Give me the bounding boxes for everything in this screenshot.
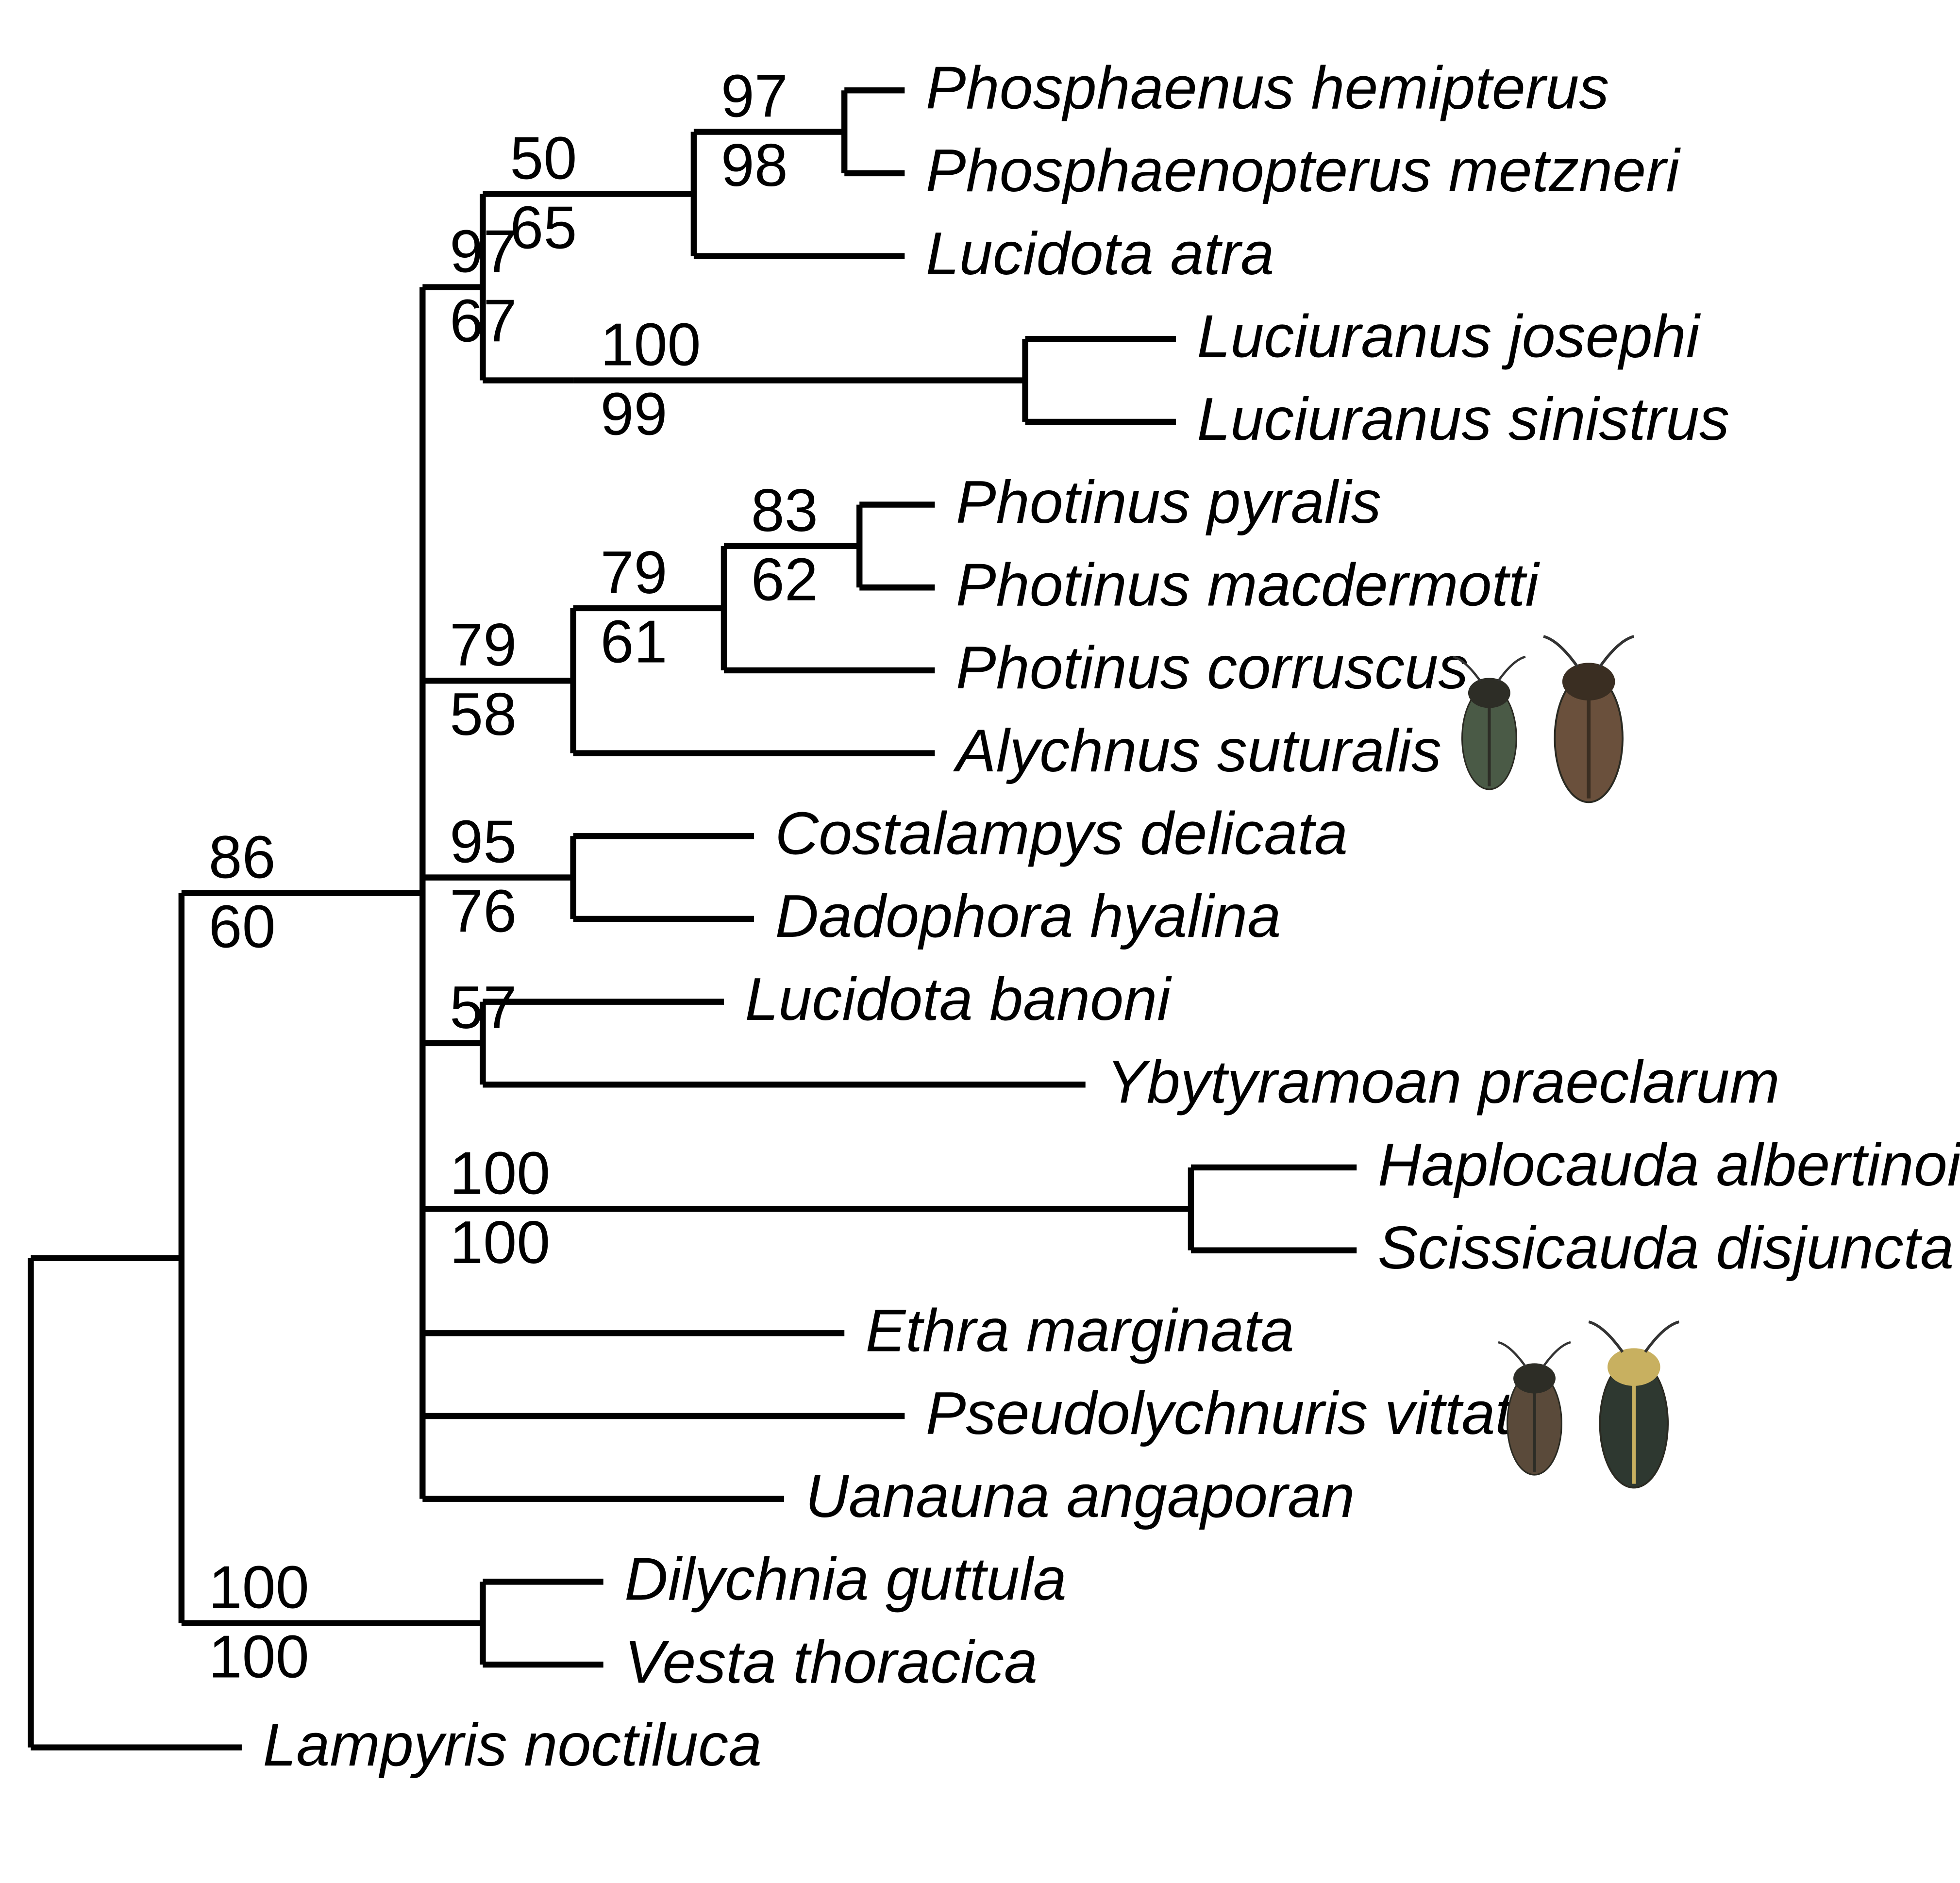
support-top: 97 (721, 63, 788, 130)
support-top: 86 (209, 824, 276, 891)
taxon-label: Pseudolychnuris vittata (926, 1380, 1545, 1447)
taxon-label: Photinus pyralis (956, 469, 1381, 536)
beetle-pair-2 (1498, 1322, 1679, 1487)
taxon-label: Photinus corruscus (956, 634, 1468, 701)
taxon-label: Luciuranus sinistrus (1197, 386, 1729, 453)
support-bottom: 60 (209, 893, 276, 960)
support-top: 100 (450, 1140, 550, 1207)
taxon-label: Phosphaenus hemipterus (926, 54, 1609, 121)
support-top: 79 (450, 612, 517, 679)
taxon-label: Dadophora hyalina (775, 883, 1281, 950)
taxon-labels: Phosphaenus hemipterus Phosphaenopterus m… (263, 54, 1960, 1779)
support-bottom: 100 (450, 1209, 550, 1276)
support-top: 83 (751, 477, 818, 544)
support-bottom: 67 (450, 287, 517, 354)
taxon-label: Lampyris noctiluca (263, 1712, 762, 1779)
support-top: 100 (600, 312, 701, 379)
support-bottom: 98 (721, 132, 788, 199)
taxon-label: Ethra marginata (866, 1298, 1294, 1365)
support-bottom: 65 (510, 194, 577, 261)
taxon-label: Luciuranus josephi (1197, 303, 1701, 370)
taxon-label: Haplocauda albertinoi (1378, 1132, 1960, 1199)
beetle-icon (1498, 1342, 1571, 1475)
taxon-label: Uanauna angaporan (805, 1463, 1355, 1530)
support-bottom: 58 (450, 681, 517, 748)
taxon-label: Photinus macdermotti (956, 551, 1541, 618)
taxon-label: Vesta thoracica (624, 1629, 1038, 1696)
taxon-label: Dilychnia guttula (624, 1546, 1067, 1613)
taxon-label: Ybytyramoan praeclarum (1106, 1049, 1779, 1116)
support-bottom: 61 (600, 609, 667, 676)
taxon-label: Phosphaenopterus metzneri (926, 137, 1681, 204)
phylogenetic-tree: Phosphaenus hemipterus Phosphaenopterus m… (0, 0, 1960, 1883)
support-bottom: 99 (600, 381, 667, 448)
support-bottom: 76 (450, 878, 517, 945)
support-bottom: 100 (209, 1623, 309, 1690)
taxon-label: Costalampys delicata (775, 800, 1348, 867)
beetle-icon (1589, 1322, 1679, 1487)
support-bottom: 62 (751, 547, 818, 614)
support-top: 50 (510, 125, 577, 192)
taxon-label: Lucidota atra (926, 220, 1274, 287)
beetle-icon (1543, 636, 1634, 802)
support-top: 79 (600, 539, 667, 606)
taxon-label: Alychnus suturalis (953, 717, 1441, 784)
beetle-pair-1 (1453, 636, 1634, 802)
support-top: 57 (450, 974, 517, 1041)
support-top: 97 (450, 218, 517, 285)
support-top: 100 (209, 1554, 309, 1621)
support-top: 95 (450, 809, 517, 876)
taxon-label: Scissicauda disjuncta (1378, 1215, 1954, 1282)
taxon-label: Lucidota banoni (745, 966, 1172, 1033)
